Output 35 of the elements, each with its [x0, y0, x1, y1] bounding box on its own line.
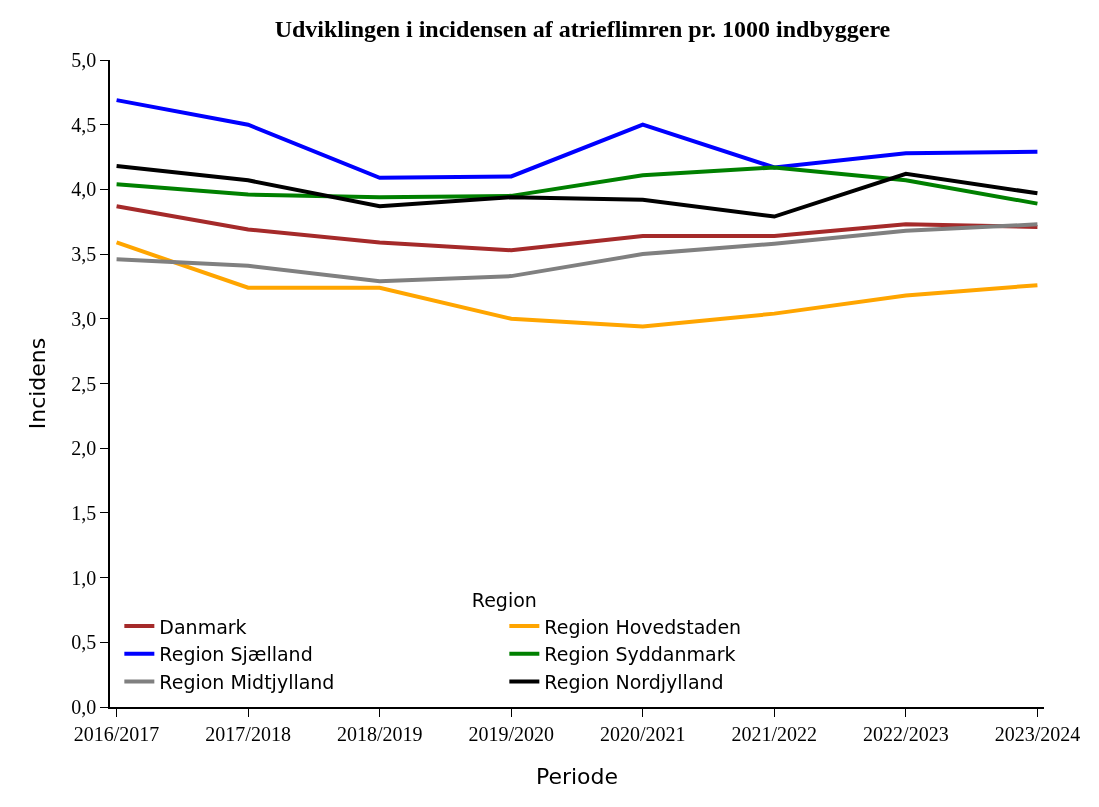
y-tick-label: 3,5	[71, 243, 97, 266]
legend-label: Region Midtjylland	[159, 670, 335, 693]
legend-label: Region Syddanmark	[544, 643, 736, 666]
legend-label: Region Nordjylland	[544, 670, 724, 693]
line-series	[114, 204, 1040, 253]
line-series	[114, 164, 1040, 219]
x-tick-label: 2017/2018	[205, 722, 291, 745]
line-series	[114, 222, 1040, 284]
line-series	[114, 165, 1040, 206]
y-tick-label: 5,0	[71, 49, 97, 71]
legend-label: Danmark	[159, 615, 247, 638]
legend-title: Region	[471, 589, 537, 612]
x-tick-label: 2016/2017	[73, 722, 160, 745]
y-tick-label: 0,5	[71, 631, 97, 654]
y-tick-label: 2,5	[71, 372, 97, 395]
y-tick-label: 4,5	[71, 113, 97, 136]
x-tick-label: 2018/2019	[336, 722, 423, 745]
x-axis-title: Periode	[535, 764, 619, 790]
chart-title: Udviklingen i incidensen af atrieflimren pr. 1000 indbyggere	[274, 15, 891, 42]
y-tick-label: 3,0	[71, 307, 97, 330]
line-series	[114, 98, 1040, 180]
legend-label: Region Hovedstaden	[544, 615, 742, 638]
y-tick-label: 2,0	[71, 437, 97, 460]
x-tick-label: 2020/2021	[599, 722, 686, 745]
line-series	[114, 240, 1040, 329]
x-tick-label: 2021/2022	[731, 722, 818, 745]
x-tick-label: 2023/2024	[994, 722, 1081, 745]
legend-label: Region Sjælland	[159, 643, 313, 666]
y-tick-label: 4,0	[71, 178, 97, 201]
y-tick-label: 1,5	[71, 501, 97, 524]
y-tick-label: 1,0	[71, 566, 97, 589]
x-tick-label: 2019/2020	[468, 722, 555, 745]
y-axis-title: Incidens	[24, 337, 50, 430]
y-tick-label: 0,0	[71, 696, 97, 718]
x-tick-label: 2022/2023	[863, 722, 949, 745]
